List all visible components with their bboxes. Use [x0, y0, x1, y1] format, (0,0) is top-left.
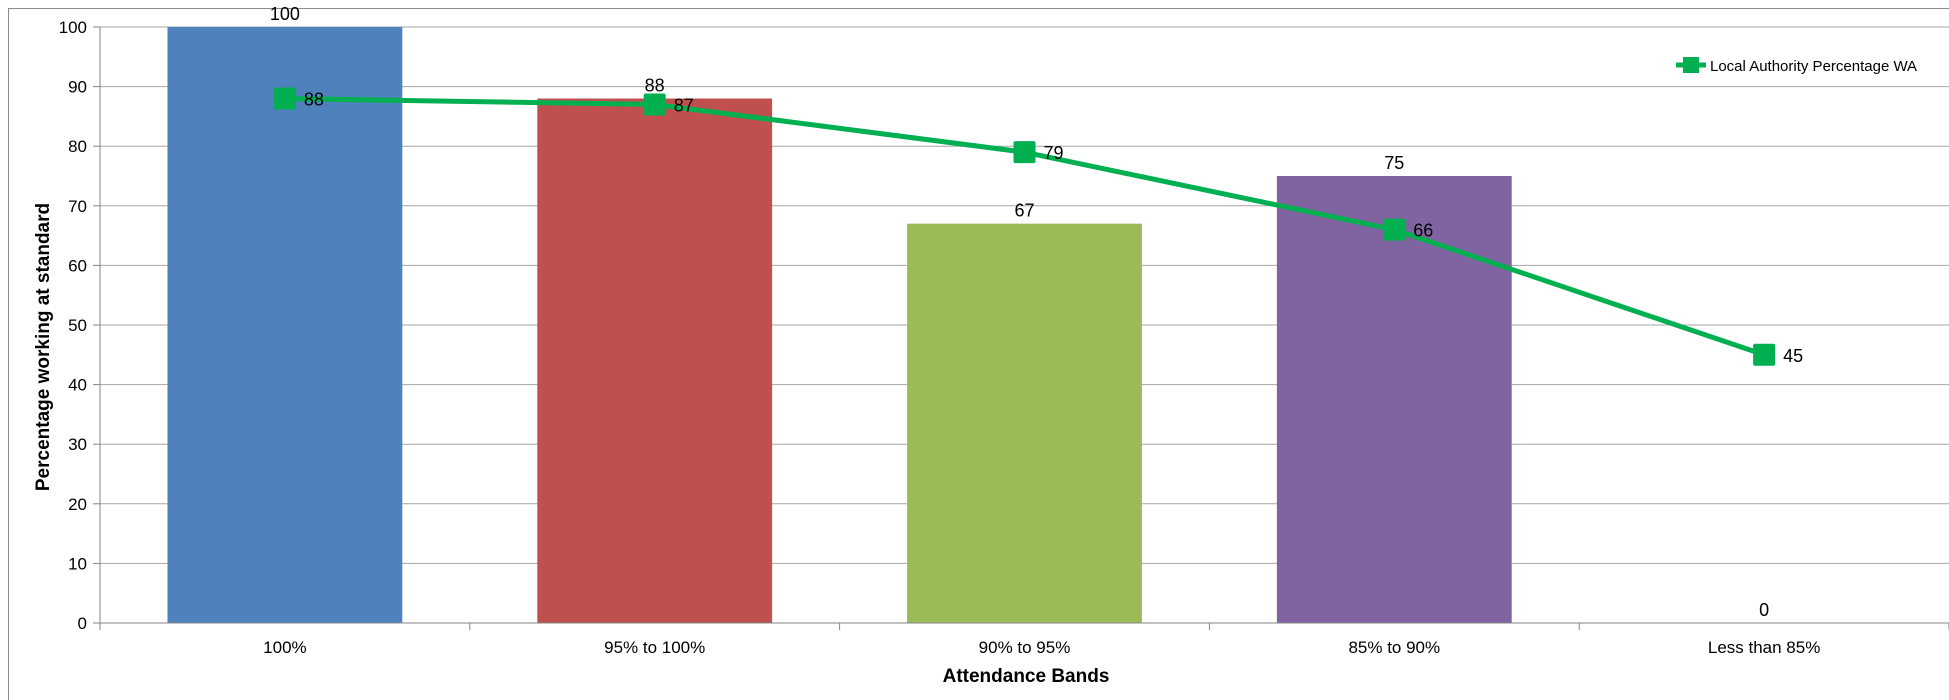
axes: 0 10 20 30 40 50 60 70 80 90 100 100% 95% to 100% 90%…: [59, 18, 1949, 657]
bar-data-label: 0: [1759, 600, 1769, 620]
y-tick-label: 70: [68, 197, 87, 216]
data-labels: 100 88 67 75 0 88 87 79 66 45: [270, 4, 1803, 620]
y-tick-label: 100: [59, 18, 87, 37]
y-tick-label: 40: [68, 376, 87, 395]
bar-data-label: 100: [270, 4, 300, 24]
y-tick-label: 90: [68, 78, 87, 97]
bar-data-label: 67: [1014, 201, 1034, 221]
bar-data-label: 75: [1384, 153, 1404, 173]
bar-data-label: 88: [645, 76, 665, 96]
y-tick-label: 60: [68, 256, 87, 275]
bar: [167, 27, 403, 623]
line-data-label: 79: [1044, 143, 1064, 163]
chart-border: [8, 8, 1949, 700]
line-marker: [1013, 141, 1036, 164]
line-marker: [1383, 218, 1406, 241]
x-axis-title: Attendance Bands: [943, 666, 1110, 687]
x-tick-label: 95% to 100%: [604, 638, 705, 657]
line-marker: [273, 87, 296, 110]
y-tick-label: 0: [78, 614, 87, 633]
x-tick-label: 85% to 90%: [1348, 638, 1440, 657]
bar: [1276, 176, 1512, 623]
y-tick-label: 50: [68, 316, 87, 335]
line-marker: [643, 93, 666, 116]
legend-label: Local Authority Percentage WA: [1710, 58, 1917, 75]
legend-square-marker: [1683, 57, 1699, 73]
x-tick-label: Less than 85%: [1708, 638, 1820, 657]
line-data-label: 45: [1783, 346, 1803, 366]
y-tick-label: 20: [68, 495, 87, 514]
y-tick-label: 30: [68, 435, 87, 454]
y-tick-label: 10: [68, 554, 87, 573]
y-axis-title: Percentage working at standard: [33, 203, 54, 491]
bar: [537, 98, 773, 623]
legend: Local Authority Percentage WA: [1676, 57, 1917, 75]
y-tick-label: 80: [68, 137, 87, 156]
x-tick-label: 90% to 95%: [979, 638, 1071, 657]
line-data-label: 87: [674, 95, 694, 115]
bar-series: [167, 27, 1512, 623]
line-series: [273, 87, 1776, 366]
bar: [907, 223, 1142, 623]
line-data-label: 88: [304, 90, 324, 110]
line-data-label: 66: [1413, 221, 1433, 241]
x-tick-label: 100%: [263, 638, 306, 657]
line-marker: [1753, 343, 1776, 366]
